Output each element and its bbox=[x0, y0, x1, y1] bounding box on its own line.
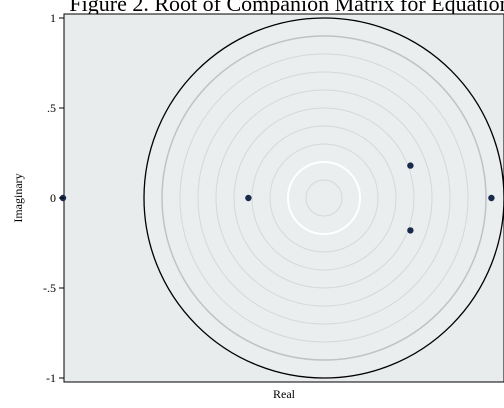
root-point bbox=[407, 227, 414, 234]
root-point bbox=[407, 162, 414, 169]
y-tick-label: -1 bbox=[46, 371, 56, 385]
root-point bbox=[488, 194, 495, 202]
unit-circle bbox=[143, 17, 504, 379]
unit-circle-group bbox=[143, 17, 504, 379]
y-tick-label: 0 bbox=[50, 191, 56, 205]
y-axis: 1 .5 0 -.5 -1 bbox=[43, 11, 64, 385]
reference-circle bbox=[197, 71, 451, 325]
y-tick-label: 1 bbox=[50, 11, 56, 25]
reference-circle bbox=[251, 125, 397, 271]
reference-circle bbox=[161, 35, 487, 361]
y-tick-label: -.5 bbox=[43, 281, 56, 295]
y-tick-label: .5 bbox=[47, 101, 56, 115]
root-point bbox=[245, 194, 252, 202]
x-axis-title: Real bbox=[273, 387, 296, 401]
reference-circle bbox=[305, 179, 343, 217]
reference-circle bbox=[215, 89, 433, 307]
reference-circle bbox=[269, 143, 379, 253]
reference-circle bbox=[233, 107, 415, 289]
y-axis-title: Imaginary bbox=[11, 173, 25, 222]
reference-circle bbox=[179, 53, 469, 343]
chart-title: Figure 2. Root of Companion Matrix for E… bbox=[69, 0, 504, 16]
highlight-circle bbox=[287, 161, 361, 235]
unit-disc bbox=[144, 18, 504, 378]
